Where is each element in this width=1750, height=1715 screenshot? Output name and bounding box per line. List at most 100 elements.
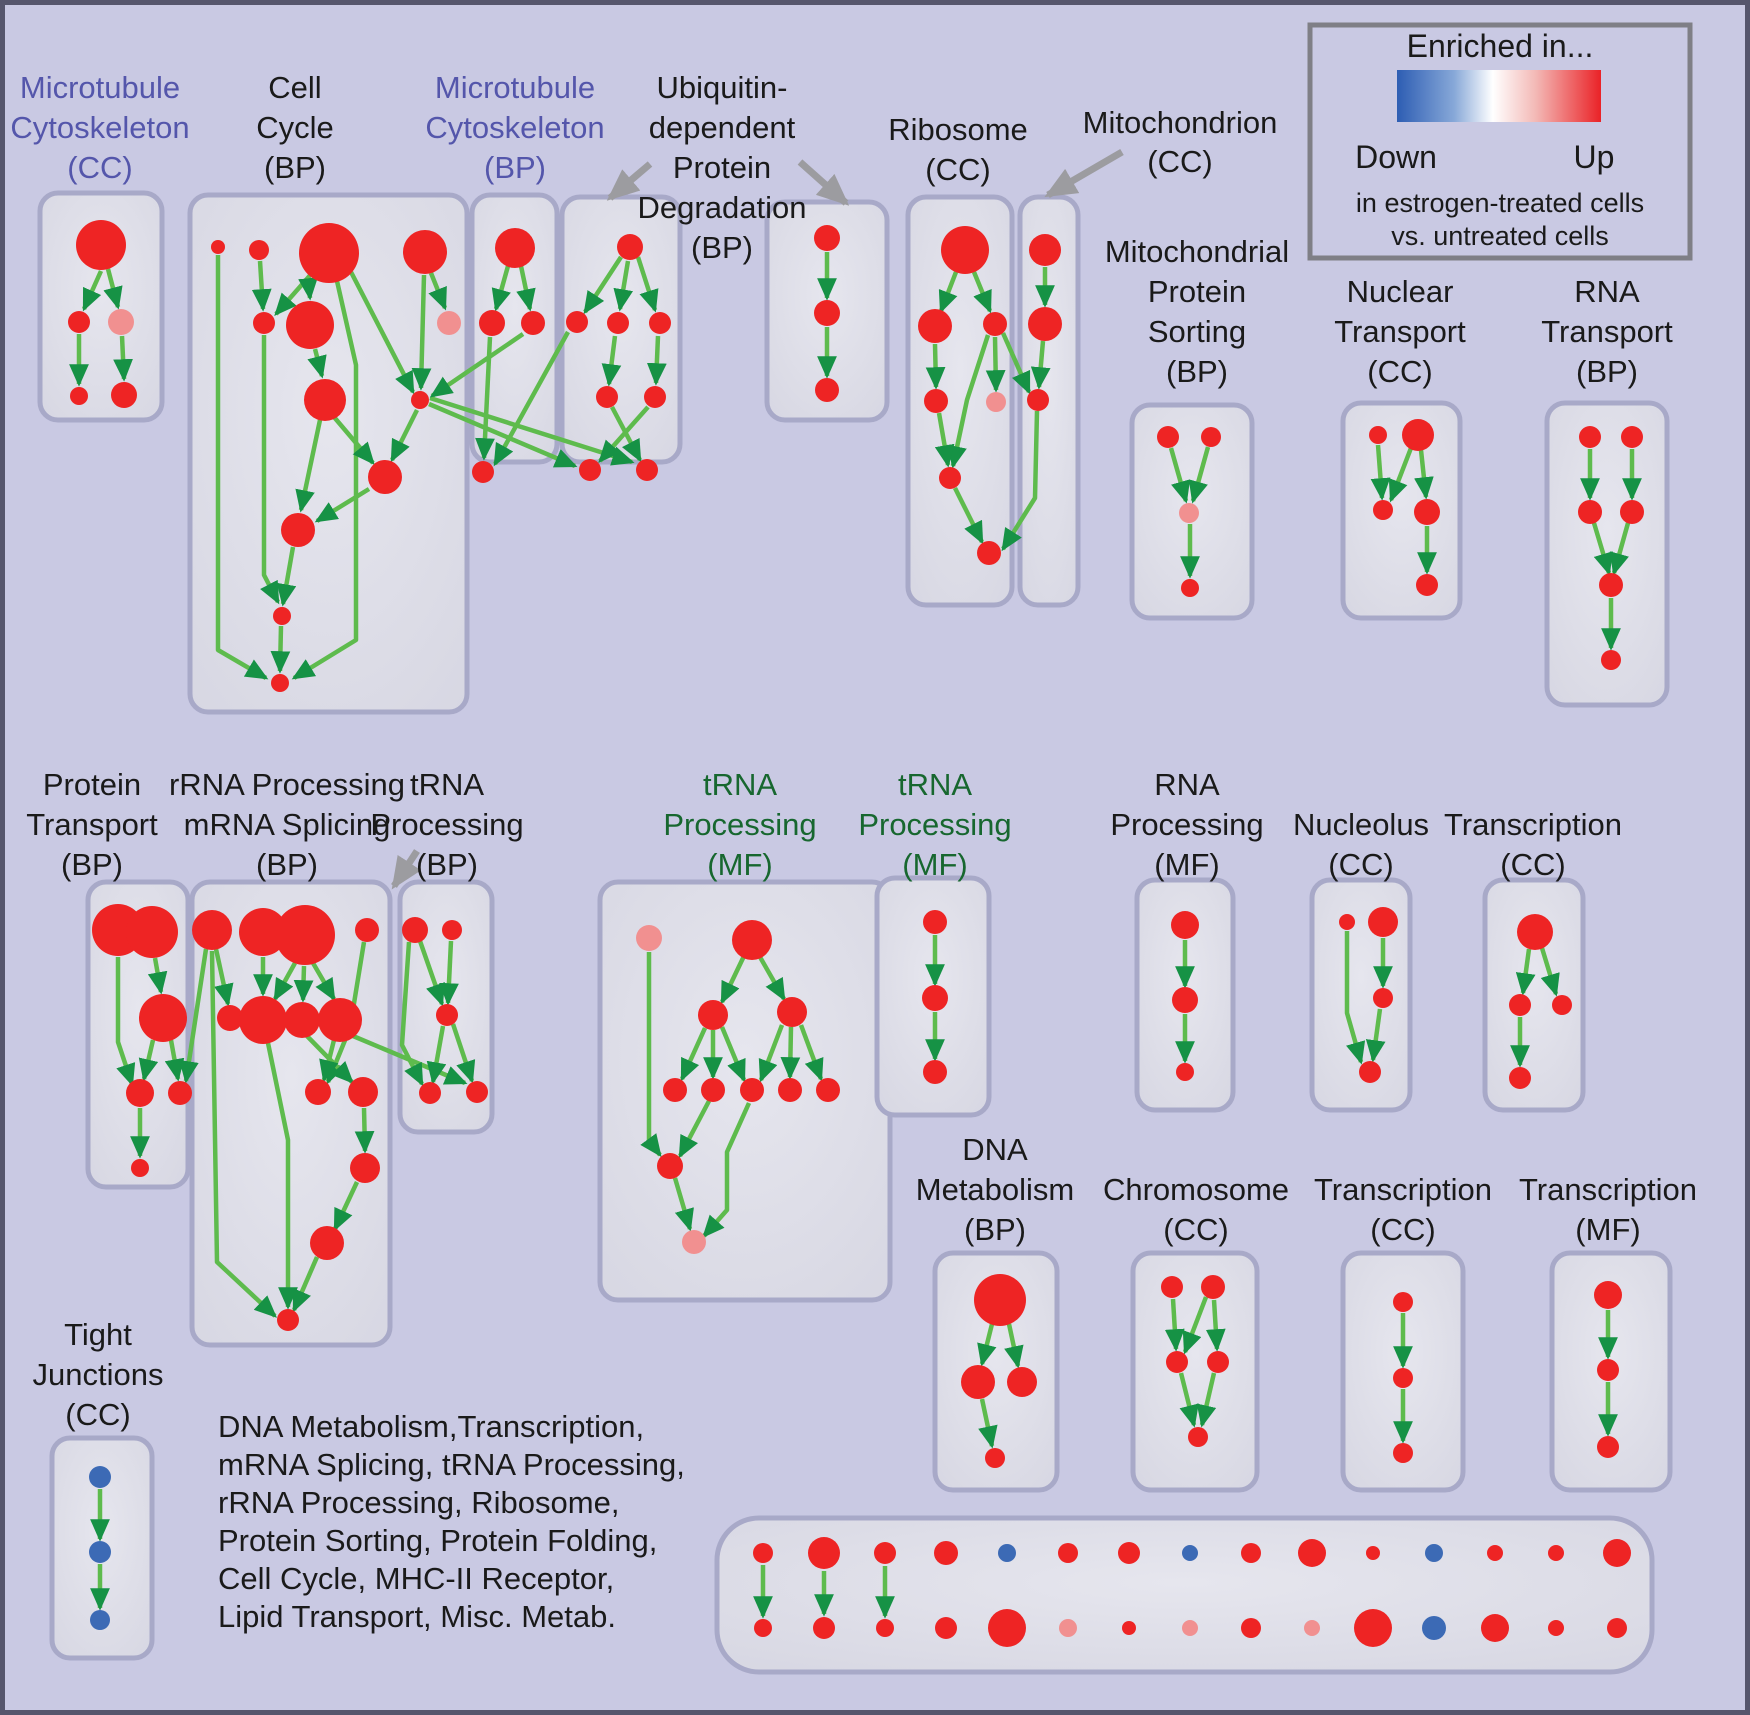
group-label-line: (CC) — [1500, 847, 1565, 882]
group-box-microtubule-bp — [469, 192, 560, 465]
group-box-nuclear-transport-cc — [1340, 400, 1463, 621]
misc-terms-note-line-0: DNA Metabolism,Transcription, — [218, 1409, 644, 1444]
edge — [209, 950, 277, 1318]
go-term-node-misc-bottom-4 — [988, 1609, 1026, 1647]
go-term-node-trna-processing-bp-3 — [419, 1082, 441, 1104]
go-term-node-protein-transport-bp-3 — [126, 1079, 154, 1107]
edge — [702, 1102, 752, 1239]
go-term-node-misc-bottom-8 — [1241, 1618, 1261, 1638]
go-term-node-ubiquitin-bp-b-1 — [814, 300, 840, 326]
go-term-node-microtubule-bp-0 — [495, 228, 535, 268]
edge — [417, 940, 445, 1007]
group-label-line: (BP) — [964, 1212, 1026, 1247]
go-term-node-cell-cycle-bp-9 — [368, 460, 402, 494]
group-label-line: Processing — [370, 807, 523, 842]
misc-terms-note-line-3: Protein Sorting, Protein Folding, — [218, 1523, 657, 1558]
legend-up-label: Up — [1574, 139, 1615, 175]
go-term-node-ubiquitin-bp-a-0 — [617, 234, 643, 260]
edge — [260, 335, 280, 605]
go-term-node-misc-top-2 — [874, 1542, 896, 1564]
edge — [311, 961, 336, 1002]
edge — [719, 1026, 747, 1083]
go-term-node-mito-protein-sorting-bp-0 — [1157, 426, 1179, 448]
go-term-node-cell-cycle-bp-7 — [304, 379, 346, 421]
edge — [1001, 410, 1040, 552]
group-label-line: Processing — [1110, 807, 1263, 842]
group-label-line: Processing — [663, 807, 816, 842]
go-term-node-misc-top-11 — [1425, 1544, 1443, 1562]
go-term-node-rna-transport-bp-0 — [1579, 426, 1601, 448]
go-term-node-ubiquitin-bp-a-4 — [596, 386, 618, 408]
group-label-line: Transport — [26, 807, 158, 842]
group-label-line: Cytoskeleton — [10, 110, 189, 145]
edge — [389, 408, 420, 463]
go-term-node-transcription-cc-row2-2 — [1552, 995, 1572, 1015]
go-term-node-microtubule-cc-2 — [108, 309, 134, 335]
edge — [164, 1039, 185, 1082]
edge — [1515, 948, 1536, 996]
go-term-node-trna-processing-mf-1-7 — [778, 1078, 802, 1102]
go-term-node-mitochondrion-cc-2 — [1027, 389, 1049, 411]
go-term-node-nucleolus-cc-1 — [1368, 907, 1398, 937]
group-label-line: Degradation — [638, 190, 807, 225]
edge — [952, 486, 985, 545]
go-term-node-transcription-mf-2 — [1597, 1436, 1619, 1458]
group-label-line: Transcription — [1519, 1172, 1697, 1207]
group-label-mito-protein-sorting-bp: Mitochondrial Protein Sorting (BP) — [1105, 234, 1289, 389]
edge — [332, 415, 375, 466]
go-term-node-ribosome-cc-5 — [939, 467, 961, 489]
group-label-line: Ubiquitin- — [657, 70, 788, 105]
edge — [426, 1025, 447, 1085]
go-term-node-mito-protein-sorting-bp-1 — [1201, 427, 1221, 447]
go-term-node-rrna-mrna-bp-9 — [348, 1077, 378, 1107]
labels-layer: Microtubule Cytoskeleton (CC) Cell Cycle (BP)… — [10, 70, 1697, 1634]
go-term-node-cell-cycle-bp-10 — [281, 513, 315, 547]
go-term-node-trna-processing-mf-1-3 — [777, 997, 807, 1027]
go-term-node-misc-top-9 — [1298, 1539, 1326, 1567]
edge — [293, 965, 314, 1003]
group-label-line: Protein — [673, 150, 771, 185]
group-label-line: Microtubule — [435, 70, 595, 105]
edge — [1178, 1372, 1199, 1428]
group-label-line: Mitochondrion — [1083, 105, 1278, 140]
edge — [601, 335, 622, 387]
group-label-line: (BP) — [61, 847, 123, 882]
go-term-node-misc-top-12 — [1487, 1545, 1503, 1561]
go-term-node-misc-top-0 — [753, 1543, 773, 1563]
group-label-line: Chromosome — [1103, 1172, 1289, 1207]
group-label-trna-processing-bp: tRNA Processing (BP) — [370, 767, 523, 882]
group-label-line: Processing — [858, 807, 1011, 842]
go-term-node-nuclear-transport-cc-2 — [1373, 500, 1393, 520]
edge — [583, 255, 623, 315]
go-term-node-ubiquitin-bp-a-7 — [636, 459, 658, 481]
group-label-line: Cycle — [256, 110, 334, 145]
edge — [672, 1177, 694, 1232]
go-term-node-mitochondrion-cc-1 — [1028, 307, 1062, 341]
go-term-node-trna-processing-mf-1-4 — [663, 1078, 687, 1102]
go-term-node-ubiquitin-bp-b-2 — [815, 378, 839, 402]
go-term-node-cell-cycle-bp-11 — [273, 607, 291, 625]
edge — [291, 1256, 320, 1313]
edge — [985, 336, 1006, 393]
group-label-ubiquitin-bp-a: Ubiquitin-dependent Protein Degradation (BP… — [638, 70, 807, 265]
group-label-transcription-cc-row2: Transcription (CC) — [1444, 807, 1622, 882]
go-term-node-trna-processing-bp-2 — [436, 1004, 458, 1026]
go-term-node-misc-top-8 — [1241, 1543, 1261, 1563]
edge — [1388, 447, 1414, 503]
group-label-chromosome-cc: Chromosome (CC) — [1103, 1172, 1289, 1247]
edge — [640, 952, 662, 1158]
legend-layer: Enriched in... Down Up in estrogen-treated … — [1307, 22, 1693, 261]
go-term-node-chromosome-cc-4 — [1188, 1427, 1208, 1447]
group-label-line: Nucleolus — [1293, 807, 1429, 842]
go-term-node-misc-top-5 — [1058, 1543, 1078, 1563]
edge — [428, 401, 578, 469]
go-term-node-misc-top-13 — [1548, 1545, 1564, 1561]
edge — [679, 1027, 708, 1082]
go-term-node-dna-metabolism-bp-2 — [1007, 1367, 1037, 1397]
edge — [429, 332, 525, 398]
go-term-node-transcription-cc-row2-3 — [1509, 1067, 1531, 1089]
group-label-rrna-mrna-bp: rRNA Processing mRNA Splicing (BP) — [169, 767, 405, 882]
annotation-arrow — [1044, 148, 1124, 199]
edge — [598, 405, 650, 464]
group-label-line: (BP) — [1166, 354, 1228, 389]
